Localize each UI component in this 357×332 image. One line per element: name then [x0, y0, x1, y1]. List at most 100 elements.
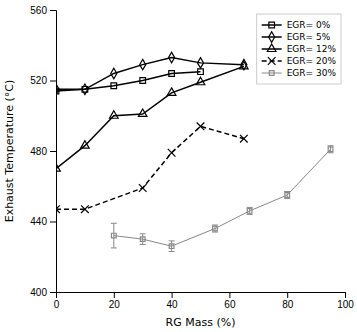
y-tick: 480: [30, 146, 56, 157]
error-bar-cap: [169, 240, 175, 241]
legend-swatch: [262, 73, 282, 74]
legend-label: EGR= 12%: [287, 44, 337, 54]
error-bar-cap: [169, 251, 175, 252]
marker: [197, 122, 205, 130]
marker: [240, 135, 248, 143]
x-tick-mark: [114, 292, 115, 298]
legend-box: [257, 14, 341, 84]
error-bar-cap: [111, 223, 117, 224]
legend-label: EGR= 30%: [287, 68, 337, 78]
legend-marker: [269, 22, 275, 28]
x-axis: 0 20 40 60 80 100: [54, 292, 355, 310]
marker: [198, 69, 204, 75]
y-tick-label: 440: [30, 216, 47, 227]
error-bar-cap: [212, 232, 218, 233]
x-axis-line: [57, 293, 346, 299]
series: [56, 52, 247, 94]
legend-label: EGR= 20%: [287, 56, 337, 66]
marker: [81, 141, 90, 148]
legend-swatch: [262, 36, 282, 38]
series: [56, 61, 248, 171]
y-tick-label: 480: [30, 146, 47, 157]
y-axis-title: Exhaust Temperature (°C): [3, 80, 16, 223]
error-bar: [328, 146, 334, 153]
x-tick-label: 20: [109, 299, 121, 310]
legend: EGR= 0% EGR= 5% EGR= 12% EGR= 20% EGR= 30%: [257, 14, 341, 84]
marker: [140, 237, 145, 242]
x-tick: 60: [224, 292, 236, 310]
marker: [169, 71, 175, 77]
y-tick-mark: [50, 292, 56, 293]
chart-container: 0 20 40 60 80 100 400 440 480 520 560 EGR= 0% EGR= 5…: [0, 0, 357, 332]
line: [56, 66, 244, 168]
legend-item: EGR= 12%: [262, 44, 337, 54]
legend-label: EGR= 0%: [287, 20, 331, 30]
marker: [140, 78, 146, 84]
error-bar-cap: [140, 233, 146, 234]
x-tick-mark: [172, 292, 173, 298]
error-bar-cap: [328, 145, 334, 146]
marker: [197, 58, 203, 69]
legend-swatch: [262, 24, 282, 26]
x-axis-title: RG Mass (%): [166, 316, 236, 329]
marker: [285, 193, 290, 198]
plot: 0 20 40 60 80 100 400 440 480 520 560 EGR= 0% EGR= 5…: [30, 5, 354, 310]
x-tick-label: 80: [282, 299, 294, 310]
x-tick: 20: [109, 292, 121, 310]
line: [56, 72, 201, 91]
legend-item: EGR= 5%: [262, 32, 331, 43]
legend-marker: [269, 71, 274, 76]
legend-marker: [268, 57, 276, 65]
marker: [167, 88, 176, 95]
legend-swatch: [262, 48, 282, 50]
marker: [168, 149, 176, 157]
legend-item: EGR= 0%: [262, 20, 331, 30]
y-tick: 440: [30, 216, 56, 227]
y-tick-label: 400: [30, 287, 47, 298]
marker: [196, 77, 205, 84]
line: [114, 149, 331, 246]
marker: [139, 184, 147, 192]
marker: [169, 244, 174, 249]
legend-label: EGR= 5%: [287, 32, 331, 42]
x-tick-label: 0: [54, 299, 60, 310]
legend-item: EGR= 20%: [262, 56, 337, 66]
y-tick: 520: [30, 75, 56, 86]
y-tick-mark: [50, 81, 56, 82]
y-tick-mark: [50, 222, 56, 223]
x-tick: 40: [167, 292, 179, 310]
error-bar-cap: [212, 225, 218, 226]
x-tick: 100: [337, 292, 354, 310]
error-bar-cap: [140, 244, 146, 245]
x-tick-label: 100: [337, 299, 354, 310]
marker: [56, 205, 60, 213]
marker: [81, 205, 89, 213]
marker: [169, 52, 175, 63]
error-bar-cap: [247, 214, 253, 215]
x-tick-label: 40: [167, 299, 179, 310]
y-tick-mark: [50, 151, 56, 152]
x-tick-mark: [287, 292, 288, 298]
y-tick: 400: [30, 287, 56, 298]
y-tick-label: 560: [30, 5, 47, 16]
series: [56, 69, 203, 94]
x-tick: 0: [54, 292, 60, 310]
error-bar-cap: [284, 198, 290, 199]
error-bar-cap: [247, 207, 253, 208]
chart-svg: 0 20 40 60 80 100 400 440 480 520 560 EGR= 0% EGR= 5…: [0, 0, 357, 332]
x-tick: 80: [282, 292, 294, 310]
marker: [110, 111, 119, 118]
marker: [111, 68, 117, 79]
x-tick-mark: [345, 292, 346, 298]
marker: [213, 226, 218, 231]
legend-item: EGR= 30%: [262, 68, 337, 78]
y-tick: 560: [30, 5, 56, 16]
series: [111, 146, 334, 252]
series: [56, 122, 248, 212]
error-bar-cap: [284, 191, 290, 192]
y-tick-mark: [50, 10, 56, 11]
line: [56, 126, 244, 209]
y-axis: 400 440 480 520 560: [30, 5, 56, 298]
marker: [56, 84, 59, 95]
y-tick-label: 520: [30, 75, 47, 86]
